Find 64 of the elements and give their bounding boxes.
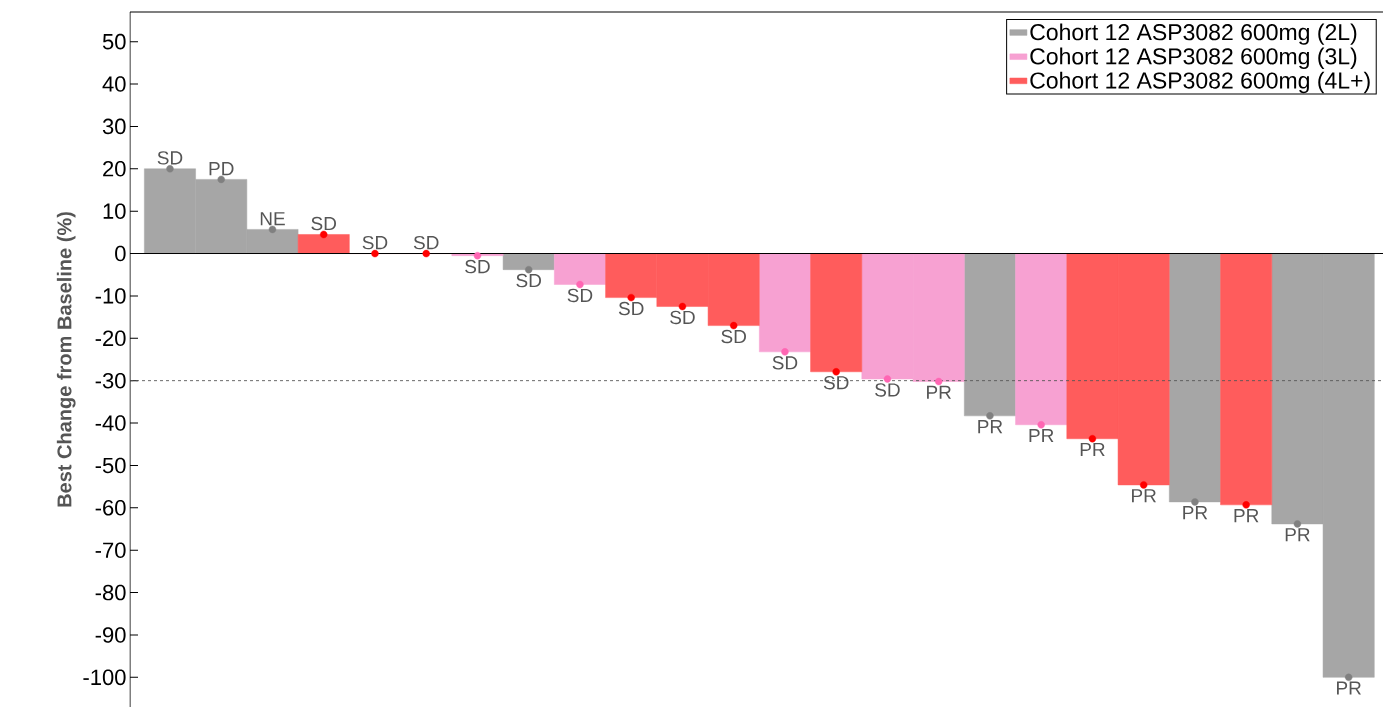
y-tick-label: -30 — [95, 372, 126, 389]
bar — [297, 234, 350, 254]
legend-label: Cohort 12 ASP3082 600mg (4L+) — [1030, 71, 1370, 94]
data-label: PR — [927, 385, 951, 399]
data-label: SD — [721, 329, 746, 344]
point — [166, 165, 174, 173]
data-label: SD — [362, 235, 388, 250]
data-label: PR — [978, 420, 1003, 434]
point — [832, 368, 840, 376]
legend-label: Cohort 12 ASP3082 600mg (2L) — [1030, 23, 1357, 45]
y-tick-label: -40 — [95, 415, 126, 431]
point — [781, 348, 789, 356]
data-label: SD — [670, 310, 695, 325]
point — [883, 375, 892, 383]
data-label: SD — [875, 383, 900, 397]
y-tick-label: 40 — [102, 76, 126, 92]
y-axis-title: Best Change from Baseline (%) — [56, 212, 76, 507]
y-tick-label: -90 — [95, 627, 126, 643]
data-label: SD — [772, 356, 798, 370]
bar — [1169, 253, 1221, 503]
bar — [759, 253, 811, 353]
data-label: PD — [209, 162, 234, 176]
data-label: NE — [260, 212, 285, 226]
point — [1139, 481, 1148, 489]
data-label: SD — [413, 235, 439, 250]
data-label: SD — [516, 273, 541, 288]
point — [1037, 421, 1045, 429]
legend-label: Cohort 12 ASP3082 600mg (3L) — [1030, 47, 1357, 70]
data-label: PR — [1080, 442, 1105, 457]
y-tick-label: 20 — [103, 161, 126, 177]
bar — [1220, 253, 1273, 506]
y-tick-label: -20 — [95, 330, 126, 347]
point — [986, 412, 994, 420]
data-label: PR — [1234, 509, 1259, 523]
data-label: PR — [1132, 489, 1156, 503]
data-label: PR — [1183, 506, 1208, 520]
bar — [810, 253, 863, 373]
point — [1191, 498, 1199, 506]
bar — [964, 253, 1016, 417]
point — [1242, 501, 1250, 509]
point — [1088, 435, 1097, 443]
data-label: PR — [1337, 681, 1361, 695]
bar — [1015, 253, 1068, 426]
y-tick-label: -70 — [95, 542, 126, 558]
y-tick-label: 50 — [102, 33, 126, 50]
data-label: SD — [311, 216, 337, 231]
y-tick-label: 30 — [102, 118, 126, 135]
y-tick-label: -50 — [95, 457, 126, 474]
y-tick-label: -80 — [95, 584, 126, 601]
point — [1293, 520, 1302, 528]
data-label: SD — [618, 301, 644, 316]
y-tick-label: -100 — [83, 669, 126, 686]
y-tick-label: -10 — [95, 288, 126, 304]
y-tick-label: 0 — [115, 245, 126, 262]
data-label: SD — [465, 259, 490, 274]
data-label: SD — [567, 288, 593, 303]
y-tick-label: 10 — [103, 203, 126, 219]
data-label: SD — [823, 375, 849, 390]
data-label: PR — [1029, 428, 1054, 443]
data-label: PR — [1285, 528, 1310, 542]
data-label: SD — [157, 151, 183, 165]
y-tick-label: -60 — [95, 500, 126, 516]
bar — [554, 253, 606, 285]
bar — [502, 253, 555, 270]
